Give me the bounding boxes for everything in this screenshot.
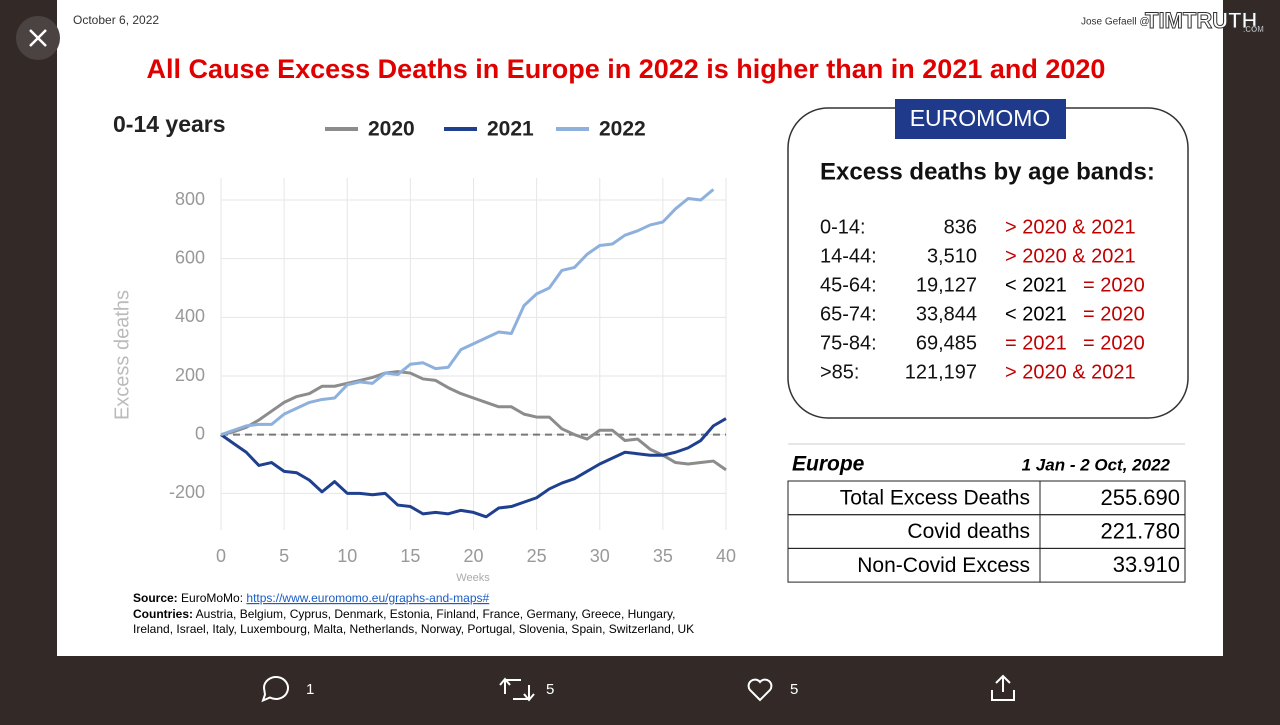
countries: Countries: Austria, Belgium, Cyprus, Den…: [133, 607, 675, 621]
close-icon: [29, 29, 47, 47]
x-tick-label: 30: [590, 546, 610, 566]
reply-count: 1: [306, 681, 314, 698]
y-axis-label: Excess deaths: [111, 290, 133, 420]
table-period: 1 Jan - 2 Oct, 2022: [1022, 455, 1171, 474]
x-tick-label: 40: [716, 546, 736, 566]
slide-title: All Cause Excess Deaths in Europe in 202…: [147, 54, 1106, 84]
watermark-suffix: .COM: [1243, 25, 1264, 34]
y-tick-label: 0: [195, 423, 205, 443]
y-tick-label: 400: [175, 306, 205, 326]
table-label: Covid deaths: [907, 520, 1030, 543]
age-band-value: 33,844: [916, 303, 977, 325]
age-band-compare: = 2020: [1083, 303, 1145, 325]
age-band-value: 836: [944, 216, 977, 238]
table-label: Non-Covid Excess: [857, 554, 1030, 577]
x-tick-label: 25: [527, 546, 547, 566]
x-tick-label: 10: [337, 546, 357, 566]
badge: [895, 99, 1066, 139]
watermark: TIMTRUTH: [1145, 8, 1257, 33]
y-tick-label: 200: [175, 365, 205, 385]
age-band: 75-84:: [820, 332, 877, 354]
age-band: 14-44:: [820, 245, 877, 267]
age-band-compare: < 2021: [1005, 274, 1067, 296]
countries-line: Ireland, Israel, Italy, Luxembourg, Malt…: [133, 622, 694, 636]
age-band-compare: = 2021: [1005, 332, 1067, 354]
series-line: [220, 370, 727, 472]
like-count: 5: [790, 681, 798, 698]
x-tick-label: 15: [400, 546, 420, 566]
x-tick-label: 20: [463, 546, 483, 566]
age-band-value: 69,485: [916, 332, 977, 354]
source-label: Source:: [133, 591, 178, 605]
source-name: EuroMoMo:: [181, 591, 243, 605]
legend-label: 2021: [487, 118, 534, 141]
y-tick-label: -200: [169, 482, 205, 502]
date: October 6, 2022: [73, 13, 159, 27]
badge-text: EUROMOMO: [910, 105, 1051, 131]
age-band: 45-64:: [820, 274, 877, 296]
x-tick-label: 35: [653, 546, 673, 566]
age-band-value: 3,510: [927, 245, 977, 267]
age-band-compare: > 2020 & 2021: [1005, 216, 1136, 238]
series-line: [220, 188, 715, 437]
countries-label: Countries:: [133, 607, 193, 621]
x-tick-label: 0: [216, 546, 226, 566]
countries-line: Austria, Belgium, Cyprus, Denmark, Eston…: [196, 607, 676, 621]
age-band-compare: > 2020 & 2021: [1005, 361, 1136, 383]
share-icon[interactable]: [991, 674, 1015, 701]
retweet-icon[interactable]: [499, 677, 535, 702]
chart-title: 0-14 years: [113, 111, 226, 137]
age-band: >85:: [820, 361, 859, 383]
age-band-compare: = 2020: [1083, 332, 1145, 354]
y-tick-label: 600: [175, 247, 205, 267]
x-tick-label: 5: [279, 546, 289, 566]
legend-label: 2020: [368, 118, 415, 141]
legend-label: 2022: [599, 118, 646, 141]
retweet-count: 5: [546, 681, 554, 698]
like-icon[interactable]: [747, 678, 773, 702]
author: Jose Gefaell @: [1081, 17, 1150, 28]
table-value: 33.910: [1113, 552, 1180, 577]
reply-icon[interactable]: [261, 676, 289, 703]
table-cell: [1039, 547, 1186, 583]
table-label: Total Excess Deaths: [840, 487, 1030, 510]
table-value: 255.690: [1100, 485, 1180, 510]
age-band: 0-14:: [820, 216, 866, 238]
age-band-value: 19,127: [916, 274, 977, 296]
table-value: 221.780: [1100, 519, 1180, 544]
series-line: [220, 417, 727, 519]
y-tick-label: 800: [175, 189, 205, 209]
source: Source: EuroMoMo: https://www.euromomo.e…: [133, 591, 490, 605]
age-band-compare: > 2020 & 2021: [1005, 245, 1136, 267]
source-link[interactable]: https://www.euromomo.eu/graphs-and-maps#: [246, 591, 489, 605]
age-band-heading: Excess deaths by age bands:: [820, 158, 1155, 185]
age-band: 65-74:: [820, 303, 877, 325]
table-region: Europe: [792, 453, 865, 476]
x-axis-label: Weeks: [456, 572, 490, 584]
action-bar: 1 5 5: [261, 674, 1015, 703]
age-band-compare: = 2020: [1083, 274, 1145, 296]
age-band-compare: < 2021: [1005, 303, 1067, 325]
age-band-value: 121,197: [905, 361, 977, 383]
